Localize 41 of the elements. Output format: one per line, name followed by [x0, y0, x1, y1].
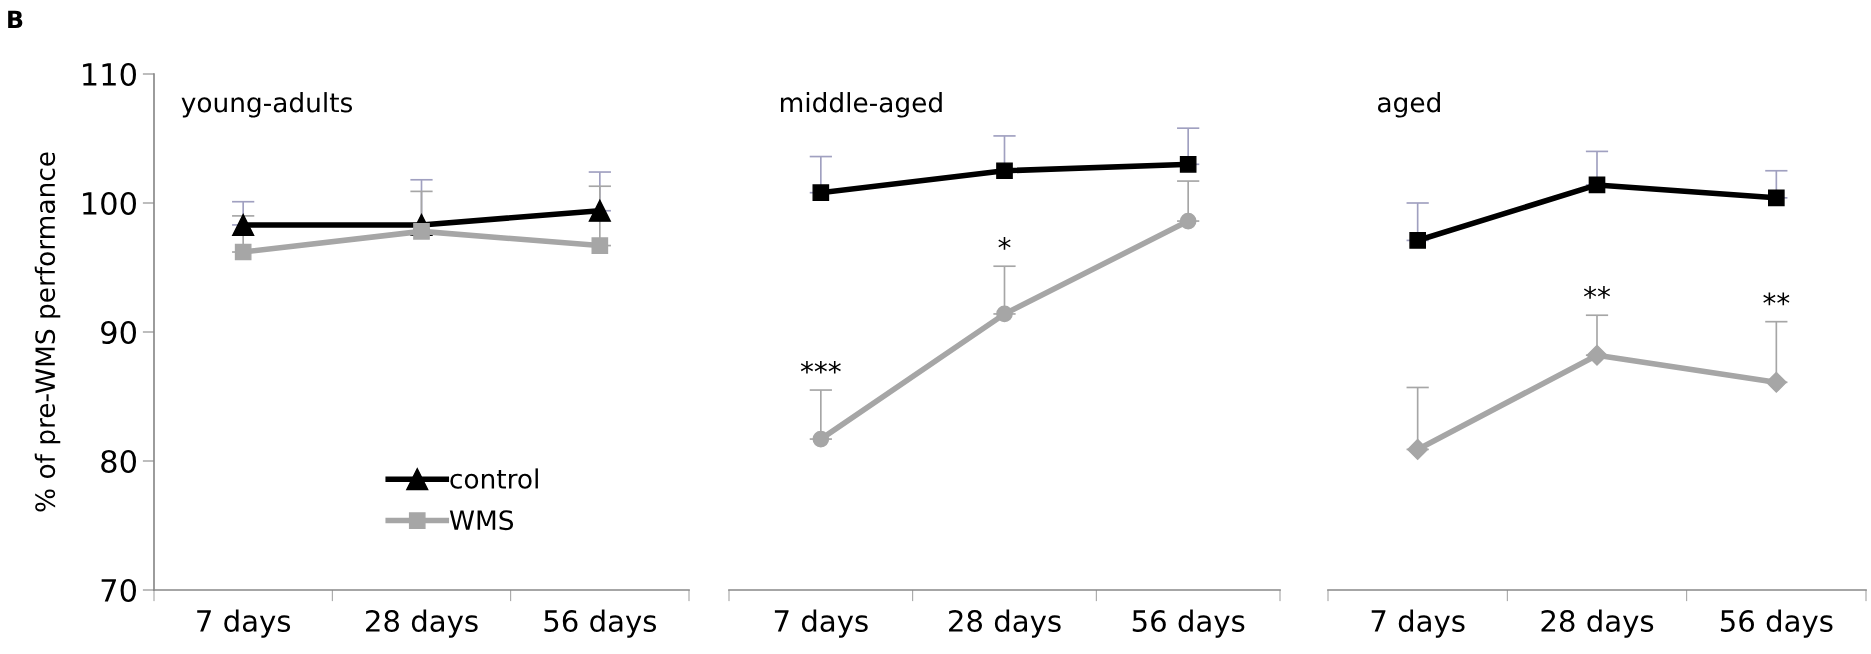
- point: [591, 237, 609, 254]
- point: [1407, 438, 1429, 460]
- text: middle-aged: [780, 92, 942, 118]
- point: [1179, 155, 1197, 173]
- x-tick-label: 28 days: [366, 609, 478, 638]
- point: [1179, 212, 1197, 230]
- point: [996, 162, 1013, 180]
- y-tick-label: 80: [101, 449, 136, 474]
- point: [1409, 232, 1427, 249]
- annotation: ***: [800, 360, 841, 374]
- point: [812, 184, 830, 202]
- x-tick-label: 28 days: [949, 609, 1061, 638]
- point: [232, 213, 255, 237]
- y-tick-label: 90: [101, 320, 136, 345]
- x-tick-label: 7 days: [1371, 609, 1465, 638]
- point: [812, 430, 830, 448]
- x-tick-label: 56 days: [1132, 609, 1245, 638]
- y-axis-title: % of pre-WMS performance: [34, 152, 61, 512]
- annotation: **: [1583, 286, 1611, 299]
- x-tick-label: 28 days: [1541, 609, 1654, 638]
- point: [1586, 344, 1608, 366]
- point: [1767, 189, 1785, 207]
- x-tick-label: 56 days: [544, 609, 657, 638]
- y-tick-label: 70: [101, 578, 136, 603]
- point: [1765, 371, 1787, 393]
- point: [1588, 176, 1606, 194]
- text: B: [8, 10, 23, 28]
- legend-label: WMS: [449, 510, 514, 531]
- x-tick-label: 7 days: [197, 609, 291, 638]
- text: aged: [1378, 92, 1440, 118]
- point: [996, 305, 1013, 323]
- text: young-adults: [181, 92, 353, 118]
- x-tick-label: 56 days: [1720, 609, 1833, 638]
- x-tick-label: 7 days: [774, 609, 868, 638]
- y-tick-label: 110: [83, 62, 136, 87]
- point: [588, 199, 611, 222]
- annotation: *: [998, 237, 1011, 250]
- y-tick-label: 100: [83, 191, 136, 216]
- point: [234, 243, 252, 261]
- legend-label: control: [450, 468, 538, 489]
- annotation: **: [1763, 292, 1790, 306]
